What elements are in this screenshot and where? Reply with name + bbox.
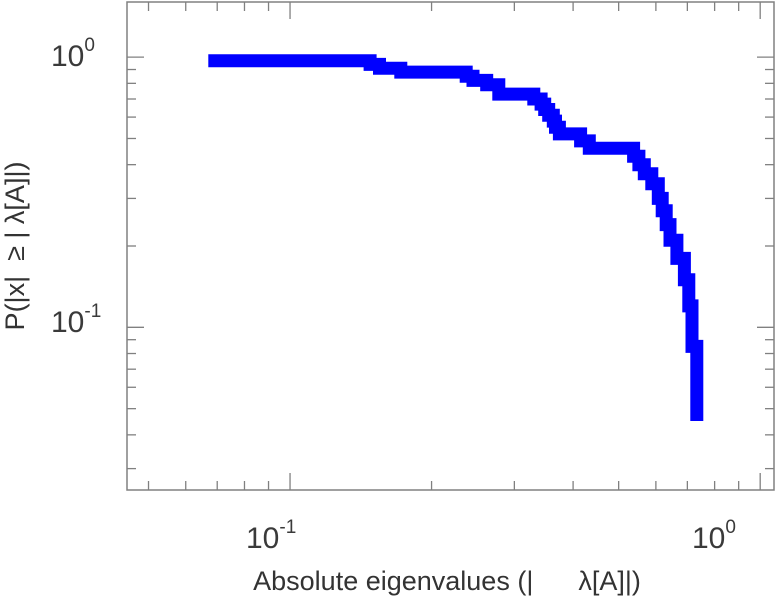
y-tick-label-1: 100 [51,35,95,73]
x-tick-label-0: 10-1 [246,517,296,555]
x-axis-label: Absolute eigenvalues (| λ[A]|) [253,566,641,596]
minor-ticks [127,2,774,490]
x-tick-label-1: 100 [692,517,736,555]
y-axis-label: P(|x| ≥ | λ[A]|) [0,162,30,331]
y-tick-label-0: 10-1 [51,301,101,339]
ccdf-series-line [208,54,704,421]
major-ticks [127,2,774,490]
